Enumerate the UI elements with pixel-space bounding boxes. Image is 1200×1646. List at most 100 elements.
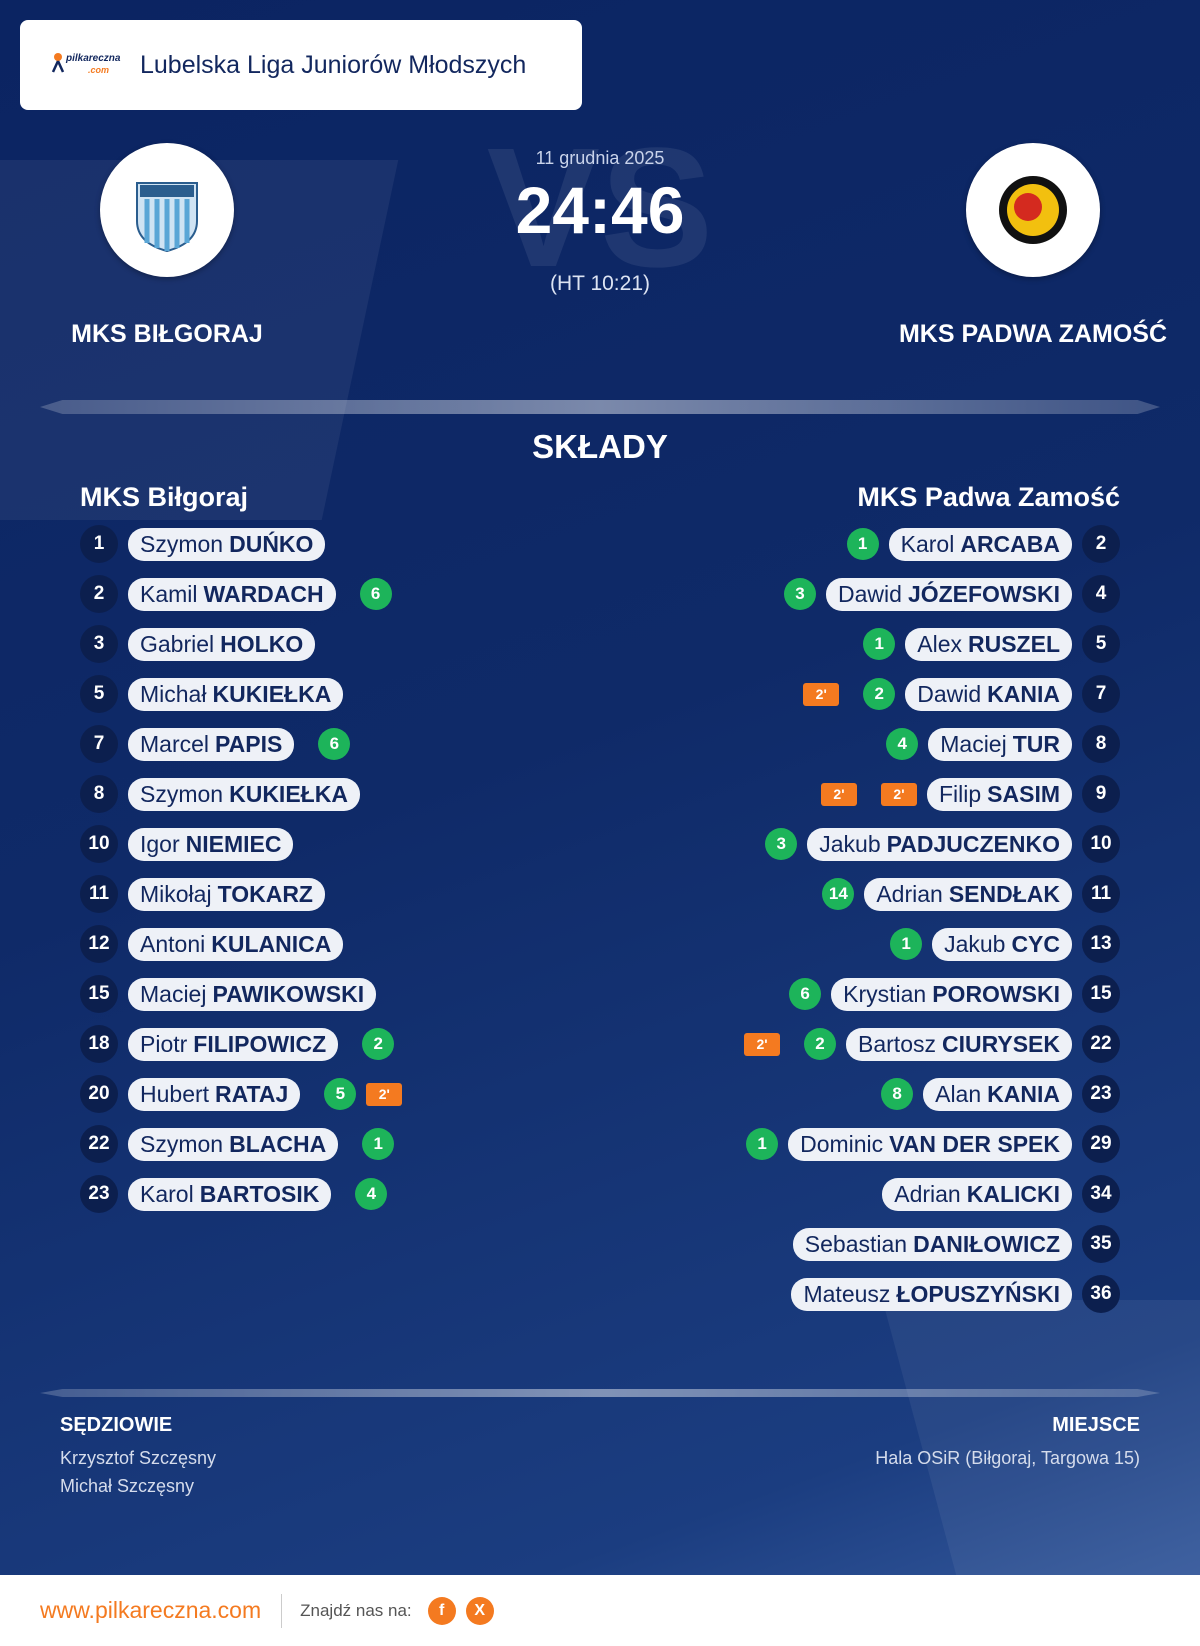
last-name: SASIM xyxy=(987,780,1060,807)
home-crest xyxy=(136,182,198,253)
divider xyxy=(40,1389,1160,1397)
divider xyxy=(40,400,1160,414)
goals-badge: 1 xyxy=(863,628,896,660)
logo-sub: .com xyxy=(88,65,110,75)
player-name: Mateusz ŁOPUSZYŃSKI xyxy=(791,1277,1072,1311)
score: 24:46 xyxy=(515,173,685,247)
match-date: 11 grudnia 2025 xyxy=(535,148,665,168)
shirt-number: 11 xyxy=(1082,875,1120,913)
shirt-number: 15 xyxy=(80,975,118,1013)
last-name: VAN DER SPEK xyxy=(889,1130,1060,1157)
player-row: 8 Maciej TUR 4 xyxy=(872,724,1120,764)
referee: Krzysztof Szczęsny xyxy=(60,1448,217,1468)
referee: Michał Szczęsny xyxy=(60,1476,195,1496)
home-logo xyxy=(100,143,234,277)
player-row: 35 Sebastian DANIŁOWICZ xyxy=(792,1224,1120,1264)
player-row: 9 Filip SASIM 2' 2' xyxy=(820,774,1120,814)
website[interactable]: www.pilkareczna.com xyxy=(40,1597,262,1623)
player-row: 29 Dominic VAN DER SPEK 1 xyxy=(732,1124,1120,1164)
player-row: 15 Krystian POROWSKI 6 xyxy=(775,974,1120,1014)
last-name: KANIA xyxy=(987,1080,1060,1107)
shirt-number: 10 xyxy=(1082,825,1120,863)
league-card: pilkareczna .com Lubelska Liga Juniorów … xyxy=(20,20,582,110)
last-name: PADJUCZENKO xyxy=(886,830,1060,857)
shirt-number: 13 xyxy=(1082,925,1120,963)
shirt-number: 10 xyxy=(80,825,118,863)
first-name: Hubert xyxy=(140,1080,210,1107)
last-name: RATAJ xyxy=(215,1080,289,1107)
referees-label: SĘDZIOWIE xyxy=(60,1414,173,1436)
player-name: Szymon DUŃKO xyxy=(128,527,326,561)
player-row: 4 Dawid JÓZEFOWSKI 3 xyxy=(770,574,1120,614)
goals-badge: 6 xyxy=(318,728,351,760)
shirt-number: 7 xyxy=(1082,675,1120,713)
first-name: Szymon xyxy=(140,1130,224,1157)
player-row: 18 Piotr FILIPOWICZ 2 xyxy=(80,1024,395,1064)
first-name: Gabriel xyxy=(140,630,215,657)
last-name: KANIA xyxy=(987,680,1060,707)
first-name: Dominic xyxy=(800,1130,884,1157)
first-name: Maciej xyxy=(140,980,207,1007)
first-name: Igor xyxy=(140,830,180,857)
away-team: MKS PADWA ZAMOŚĆ xyxy=(898,320,1168,348)
first-name: Szymon xyxy=(140,530,224,557)
player-row: 5 Michał KUKIEŁKA xyxy=(80,674,344,714)
last-name: ARCABA xyxy=(960,530,1060,557)
player-name: Szymon BLACHA xyxy=(128,1127,339,1161)
player-row: 13 Jakub CYC 1 xyxy=(876,924,1120,964)
player-row: 34 Adrian KALICKI xyxy=(882,1174,1120,1214)
shirt-number: 29 xyxy=(1082,1125,1120,1163)
first-name: Dawid xyxy=(917,680,982,707)
first-name: Krystian xyxy=(843,980,927,1007)
player-name: Karol BARTOSIK xyxy=(128,1177,332,1211)
shirt-number: 22 xyxy=(80,1125,118,1163)
first-name: Marcel xyxy=(140,730,210,757)
player-name: Maciej PAWIKOWSKI xyxy=(128,977,377,1011)
player-name: Kamil WARDACH xyxy=(128,577,336,611)
goals-badge: 3 xyxy=(784,578,817,610)
goals-badge: 6 xyxy=(359,578,392,610)
referees: Krzysztof Szczęsny Michał Szczęsny xyxy=(60,1444,216,1500)
last-name: HOLKO xyxy=(220,630,304,657)
player-row: 36 Mateusz ŁOPUSZYŃSKI xyxy=(791,1274,1120,1314)
goals-badge: 2 xyxy=(804,1028,837,1060)
last-name: NIEMIEC xyxy=(185,830,282,857)
shirt-number: 7 xyxy=(80,725,118,763)
player-name: Jakub PADJUCZENKO xyxy=(807,827,1072,861)
first-name: Kamil xyxy=(140,580,198,607)
facebook[interactable]: f xyxy=(427,1596,456,1625)
penalty-badge: 2' xyxy=(366,1082,403,1106)
first-name: Bartosz xyxy=(858,1030,936,1057)
player-name: Gabriel HOLKO xyxy=(128,627,316,661)
player-row: 5 Alex RUSZEL 1 xyxy=(849,624,1120,664)
player-row: 2 Karol ARCABA 1 xyxy=(833,524,1120,564)
player-row: 22 Bartosz CIURYSEK 2 2' xyxy=(744,1024,1120,1064)
last-name: KUKIEŁKA xyxy=(212,680,332,707)
player-row: 15 Maciej PAWIKOWSKI xyxy=(80,974,377,1014)
last-name: ŁOPUSZYŃSKI xyxy=(896,1280,1060,1307)
player-name: Mikołaj TOKARZ xyxy=(128,877,325,911)
first-name: Sebastian xyxy=(804,1230,908,1257)
shirt-number: 36 xyxy=(1082,1275,1120,1313)
last-name: KULANICA xyxy=(211,930,332,957)
goals-badge: 5 xyxy=(324,1078,357,1110)
follow-text: Znajdź nas na: xyxy=(300,1600,412,1620)
goals-badge: 4 xyxy=(355,1178,388,1210)
shirt-number: 18 xyxy=(80,1025,118,1063)
shirt-number: 3 xyxy=(80,625,118,663)
player-row: 12 Antoni KULANICA xyxy=(80,924,344,964)
player-name: Dawid JÓZEFOWSKI xyxy=(826,577,1072,611)
first-name: Filip xyxy=(938,780,982,807)
goals-badge: 2 xyxy=(863,678,896,710)
player-name: Marcel PAPIS xyxy=(128,727,295,761)
x-social[interactable]: X xyxy=(465,1596,494,1625)
player-name: Szymon KUKIEŁKA xyxy=(128,777,360,811)
last-name: JÓZEFOWSKI xyxy=(907,580,1060,607)
first-name: Dawid xyxy=(838,580,902,607)
player-row: 23 Karol BARTOSIK 4 xyxy=(80,1174,388,1214)
last-name: CIURYSEK xyxy=(942,1030,1060,1057)
first-name: Adrian xyxy=(876,880,943,907)
last-name: TUR xyxy=(1012,730,1060,757)
player-row: 20 Hubert RATAJ 5 2' xyxy=(80,1074,403,1114)
goals-badge: 8 xyxy=(881,1078,914,1110)
